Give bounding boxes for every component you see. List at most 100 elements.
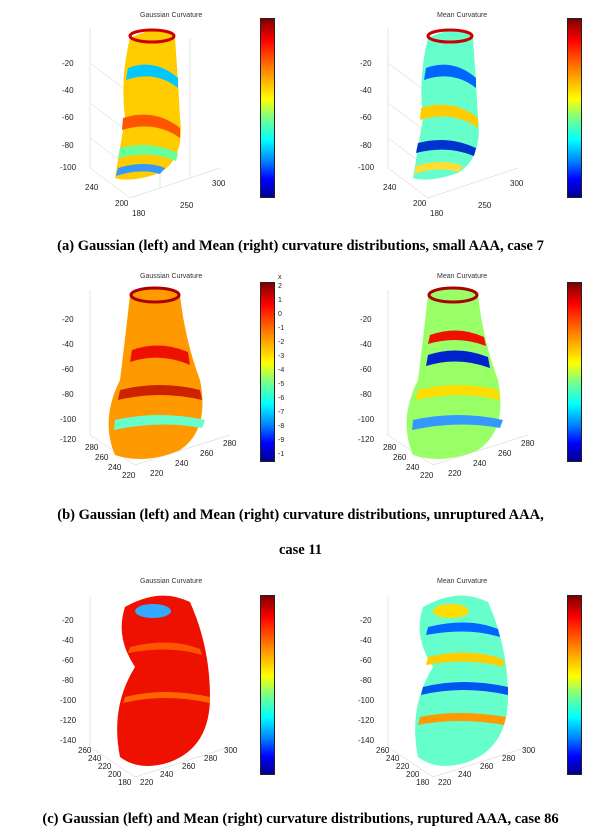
y-tick: 180 (118, 778, 132, 787)
z-tick: -20 (360, 59, 372, 68)
y-tick: 240 (85, 183, 99, 192)
colorbar-exponent: x (278, 274, 282, 281)
y-tick: 240 (406, 463, 420, 472)
caption-b-line1: (b) Gaussian (left) and Mean (right) cur… (57, 507, 544, 523)
figure-b: Gaussian Curvature -20 -40 -60 -80 -100 … (0, 270, 601, 570)
z-tick: -20 (62, 59, 74, 68)
plot-title-gaussian-c: Gaussian Curvature (140, 578, 203, 585)
x-tick: 300 (510, 179, 524, 188)
surface-plot-gaussian-b: -20 -40 -60 -80 -100 -120 280 260 240 22… (60, 286, 237, 480)
x-tick: 260 (200, 449, 214, 458)
z-tick: -80 (62, 390, 74, 399)
y-tick: 220 (98, 762, 112, 771)
surface-plot-mean-b: -20 -40 -60 -80 -100 -120 280 260 240 22… (358, 286, 535, 480)
x-tick: 240 (175, 459, 189, 468)
colorbar-tick: -6 (278, 395, 285, 402)
plot-title-mean-c: Mean Curvature (437, 578, 488, 585)
colorbar-gaussian-b: x 2 1 0 -1 -2 -3 -4 -5 -6 -7 -8 -9 -1 (260, 274, 284, 462)
z-tick: -100 (60, 696, 77, 705)
x-tick: 300 (522, 746, 536, 755)
figure-a: Gaussian Curvature -20 -40 -60 -80 -100 … (0, 0, 601, 254)
caption-a: (a) Gaussian (left) and Mean (right) cur… (57, 238, 544, 254)
y-tick: 240 (383, 183, 397, 192)
colorbar-tick: -1 (278, 451, 285, 458)
z-tick: -40 (360, 86, 372, 95)
colorbar-tick: -8 (278, 423, 285, 430)
y-tick: 200 (413, 199, 427, 208)
z-tick: -100 (358, 415, 375, 424)
y-tick: 200 (115, 199, 129, 208)
z-tick: -60 (62, 113, 74, 122)
x-tick: 220 (438, 778, 452, 787)
colorbar-mean-c (567, 595, 582, 775)
y-tick: 240 (88, 754, 102, 763)
x-tick: 280 (204, 754, 218, 763)
y-tick: 200 (406, 770, 420, 779)
z-tick: -40 (62, 340, 74, 349)
colorbar-tick: -2 (278, 339, 285, 346)
z-tick: -100 (358, 163, 375, 172)
surface-plot-gaussian-a: -20 -40 -60 -80 -100 240 200 180 250 300 (60, 28, 226, 218)
z-tick: -140 (358, 736, 375, 745)
caption-b-line2: case 11 (278, 542, 323, 558)
z-tick: -80 (62, 676, 74, 685)
z-tick: -20 (62, 616, 74, 625)
x-tick: 280 (223, 439, 237, 448)
z-tick: -100 (60, 163, 77, 172)
colorbar-gaussian-a (260, 18, 275, 198)
y-tick: 180 (430, 209, 444, 218)
z-tick: -120 (60, 716, 77, 725)
z-tick: -60 (360, 365, 372, 374)
x-tick: 250 (478, 201, 492, 210)
colorbar-gaussian-c (260, 595, 275, 775)
plot-title-mean-b: Mean Curvature (437, 273, 488, 280)
z-tick: -80 (360, 390, 372, 399)
surface-plot-gaussian-c: -20 -40 -60 -80 -100 -120 -140 260 240 2… (60, 595, 238, 787)
y-tick: 220 (122, 471, 136, 480)
z-tick: -20 (360, 616, 372, 625)
y-tick: 280 (85, 443, 99, 452)
y-tick: 220 (396, 762, 410, 771)
plot-title-gaussian-b: Gaussian Curvature (140, 273, 203, 280)
figure-c: Gaussian Curvature -20 -40 -60 -80 -100 … (0, 575, 601, 837)
colorbar-mean-a (567, 18, 582, 198)
z-tick: -100 (358, 696, 375, 705)
x-tick: 300 (224, 746, 238, 755)
x-tick: 280 (521, 439, 535, 448)
z-tick: -80 (360, 141, 372, 150)
y-tick: 260 (393, 453, 407, 462)
colorbar-tick: -4 (278, 367, 285, 374)
y-tick: 260 (95, 453, 109, 462)
z-tick: -120 (358, 716, 375, 725)
z-tick: -20 (62, 315, 74, 324)
y-tick: 240 (108, 463, 122, 472)
caption-c: (c) Gaussian (left) and Mean (right) cur… (42, 811, 559, 827)
x-tick: 220 (140, 778, 154, 787)
x-tick: 260 (480, 762, 494, 771)
y-tick: 280 (383, 443, 397, 452)
y-tick: 180 (132, 209, 146, 218)
y-tick: 220 (420, 471, 434, 480)
z-tick: -140 (60, 736, 77, 745)
z-tick: -60 (360, 113, 372, 122)
z-tick: -40 (62, 636, 74, 645)
plot-title-mean-a: Mean Curvature (437, 12, 488, 19)
y-tick: 180 (416, 778, 430, 787)
y-tick: 200 (108, 770, 122, 779)
x-tick: 260 (182, 762, 196, 771)
z-tick: -120 (358, 435, 375, 444)
y-tick: 260 (376, 746, 390, 755)
x-tick: 220 (448, 469, 462, 478)
x-tick: 280 (502, 754, 516, 763)
plot-title-gaussian-a: Gaussian Curvature (140, 12, 203, 19)
x-tick: 240 (473, 459, 487, 468)
colorbar-tick: 2 (278, 283, 282, 290)
colorbar-tick: -1 (278, 325, 285, 332)
x-tick: 300 (212, 179, 226, 188)
colorbar-tick: 0 (278, 311, 282, 318)
z-tick: -60 (62, 656, 74, 665)
colorbar-tick: -9 (278, 437, 285, 444)
x-tick: 260 (498, 449, 512, 458)
x-tick: 250 (180, 201, 194, 210)
z-tick: -40 (360, 340, 372, 349)
